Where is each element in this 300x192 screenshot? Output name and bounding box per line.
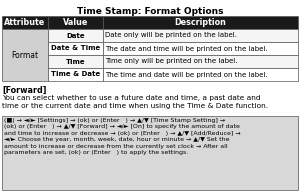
Text: You can select whether to use a future date and time, a past date and
time or th: You can select whether to use a future d…	[2, 95, 268, 109]
Text: Date & Time: Date & Time	[51, 46, 100, 51]
Text: Description: Description	[174, 18, 226, 27]
Bar	[103, 29, 298, 42]
Bar	[48, 55, 103, 68]
Bar	[103, 42, 298, 55]
Text: The date and time will be printed on the label.: The date and time will be printed on the…	[105, 46, 267, 51]
Bar	[48, 16, 103, 29]
Bar	[48, 68, 103, 81]
Text: (■) → ◄/► [Settings] → (ok) or (Enter   ) → ▲/▼ [Time Stamp Setting] →
(ok) or (: (■) → ◄/► [Settings] → (ok) or (Enter ) …	[4, 118, 241, 155]
Text: Date only will be printed on the label.: Date only will be printed on the label.	[105, 32, 237, 39]
Text: Date: Date	[66, 32, 85, 39]
Bar	[48, 42, 103, 55]
Bar	[2, 116, 298, 190]
Text: [Forward]: [Forward]	[2, 86, 46, 95]
Bar	[2, 29, 48, 81]
Text: Format: Format	[11, 50, 38, 60]
Bar	[103, 16, 298, 29]
Text: Time: Time	[65, 59, 85, 65]
Bar	[103, 55, 298, 68]
Bar	[48, 29, 103, 42]
Text: Time Stamp: Format Options: Time Stamp: Format Options	[77, 7, 223, 16]
Text: Attribute: Attribute	[4, 18, 46, 27]
Text: Value: Value	[63, 18, 88, 27]
Text: Time & Date: Time & Date	[51, 71, 100, 78]
Bar	[2, 16, 48, 29]
Bar	[103, 68, 298, 81]
Text: Time only will be printed on the label.: Time only will be printed on the label.	[105, 59, 237, 65]
Text: The time and date will be printed on the label.: The time and date will be printed on the…	[105, 71, 267, 78]
